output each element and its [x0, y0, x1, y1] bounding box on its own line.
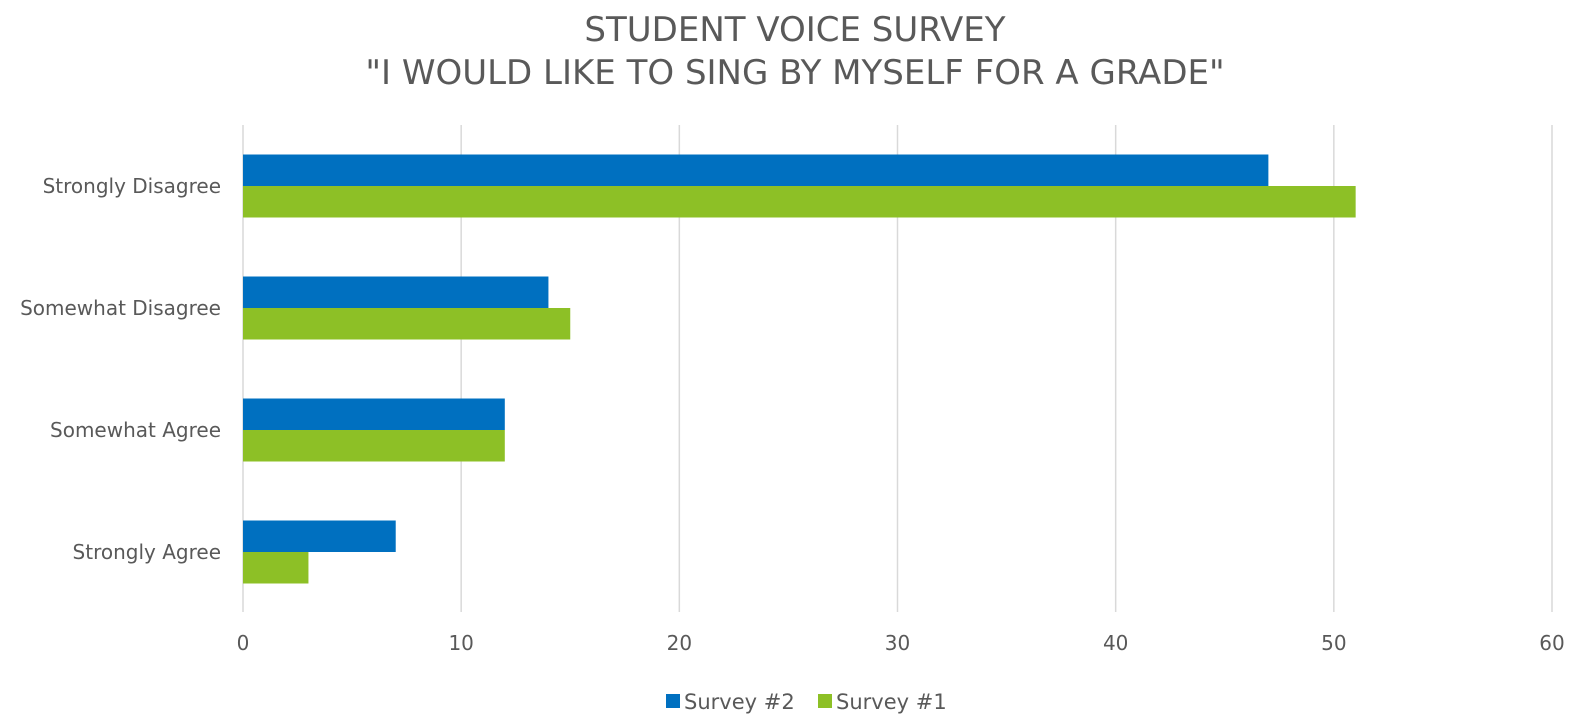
x-tick-label-60: 60	[1539, 631, 1564, 655]
bar-survey-2-strongly-agree	[243, 520, 396, 552]
bar-survey-1-somewhat-disagree	[243, 308, 571, 340]
value-axis: 0 10 20 30 40 50 60	[237, 631, 1565, 655]
legend-swatch-survey-1	[818, 694, 832, 708]
chart-title: STUDENT VOICE SURVEY "I WOULD LIKE TO SI…	[365, 10, 1224, 93]
x-tick-label-20: 20	[667, 631, 692, 655]
legend-label-survey-1: Survey #1	[836, 690, 947, 714]
x-tick-label-10: 10	[448, 631, 473, 655]
legend-swatch-survey-2	[666, 694, 680, 708]
bar-survey-1-strongly-disagree	[243, 186, 1356, 218]
chart-title-line-2: "I WOULD LIKE TO SING BY MYSELF FOR A GR…	[365, 53, 1224, 93]
bar-survey-2-somewhat-agree	[243, 398, 505, 430]
category-label-strongly-agree: Strongly Agree	[73, 540, 221, 564]
bar-survey-2-strongly-disagree	[243, 154, 1269, 186]
x-tick-label-0: 0	[237, 631, 250, 655]
x-tick-label-30: 30	[885, 631, 910, 655]
category-label-strongly-disagree: Strongly Disagree	[43, 174, 221, 198]
bar-survey-1-strongly-agree	[243, 552, 309, 584]
x-tick-label-50: 50	[1321, 631, 1346, 655]
legend: Survey #2 Survey #1	[666, 690, 947, 714]
bar-survey-2-somewhat-disagree	[243, 276, 549, 308]
bars	[243, 154, 1356, 584]
category-label-somewhat-disagree: Somewhat Disagree	[20, 296, 221, 320]
bar-survey-1-somewhat-agree	[243, 430, 505, 462]
x-tick-label-40: 40	[1103, 631, 1128, 655]
legend-label-survey-2: Survey #2	[684, 690, 795, 714]
category-label-somewhat-agree: Somewhat Agree	[50, 418, 221, 442]
chart-title-line-1: STUDENT VOICE SURVEY	[584, 10, 1005, 50]
category-axis: Strongly Disagree Somewhat Disagree Somewh…	[20, 174, 221, 564]
